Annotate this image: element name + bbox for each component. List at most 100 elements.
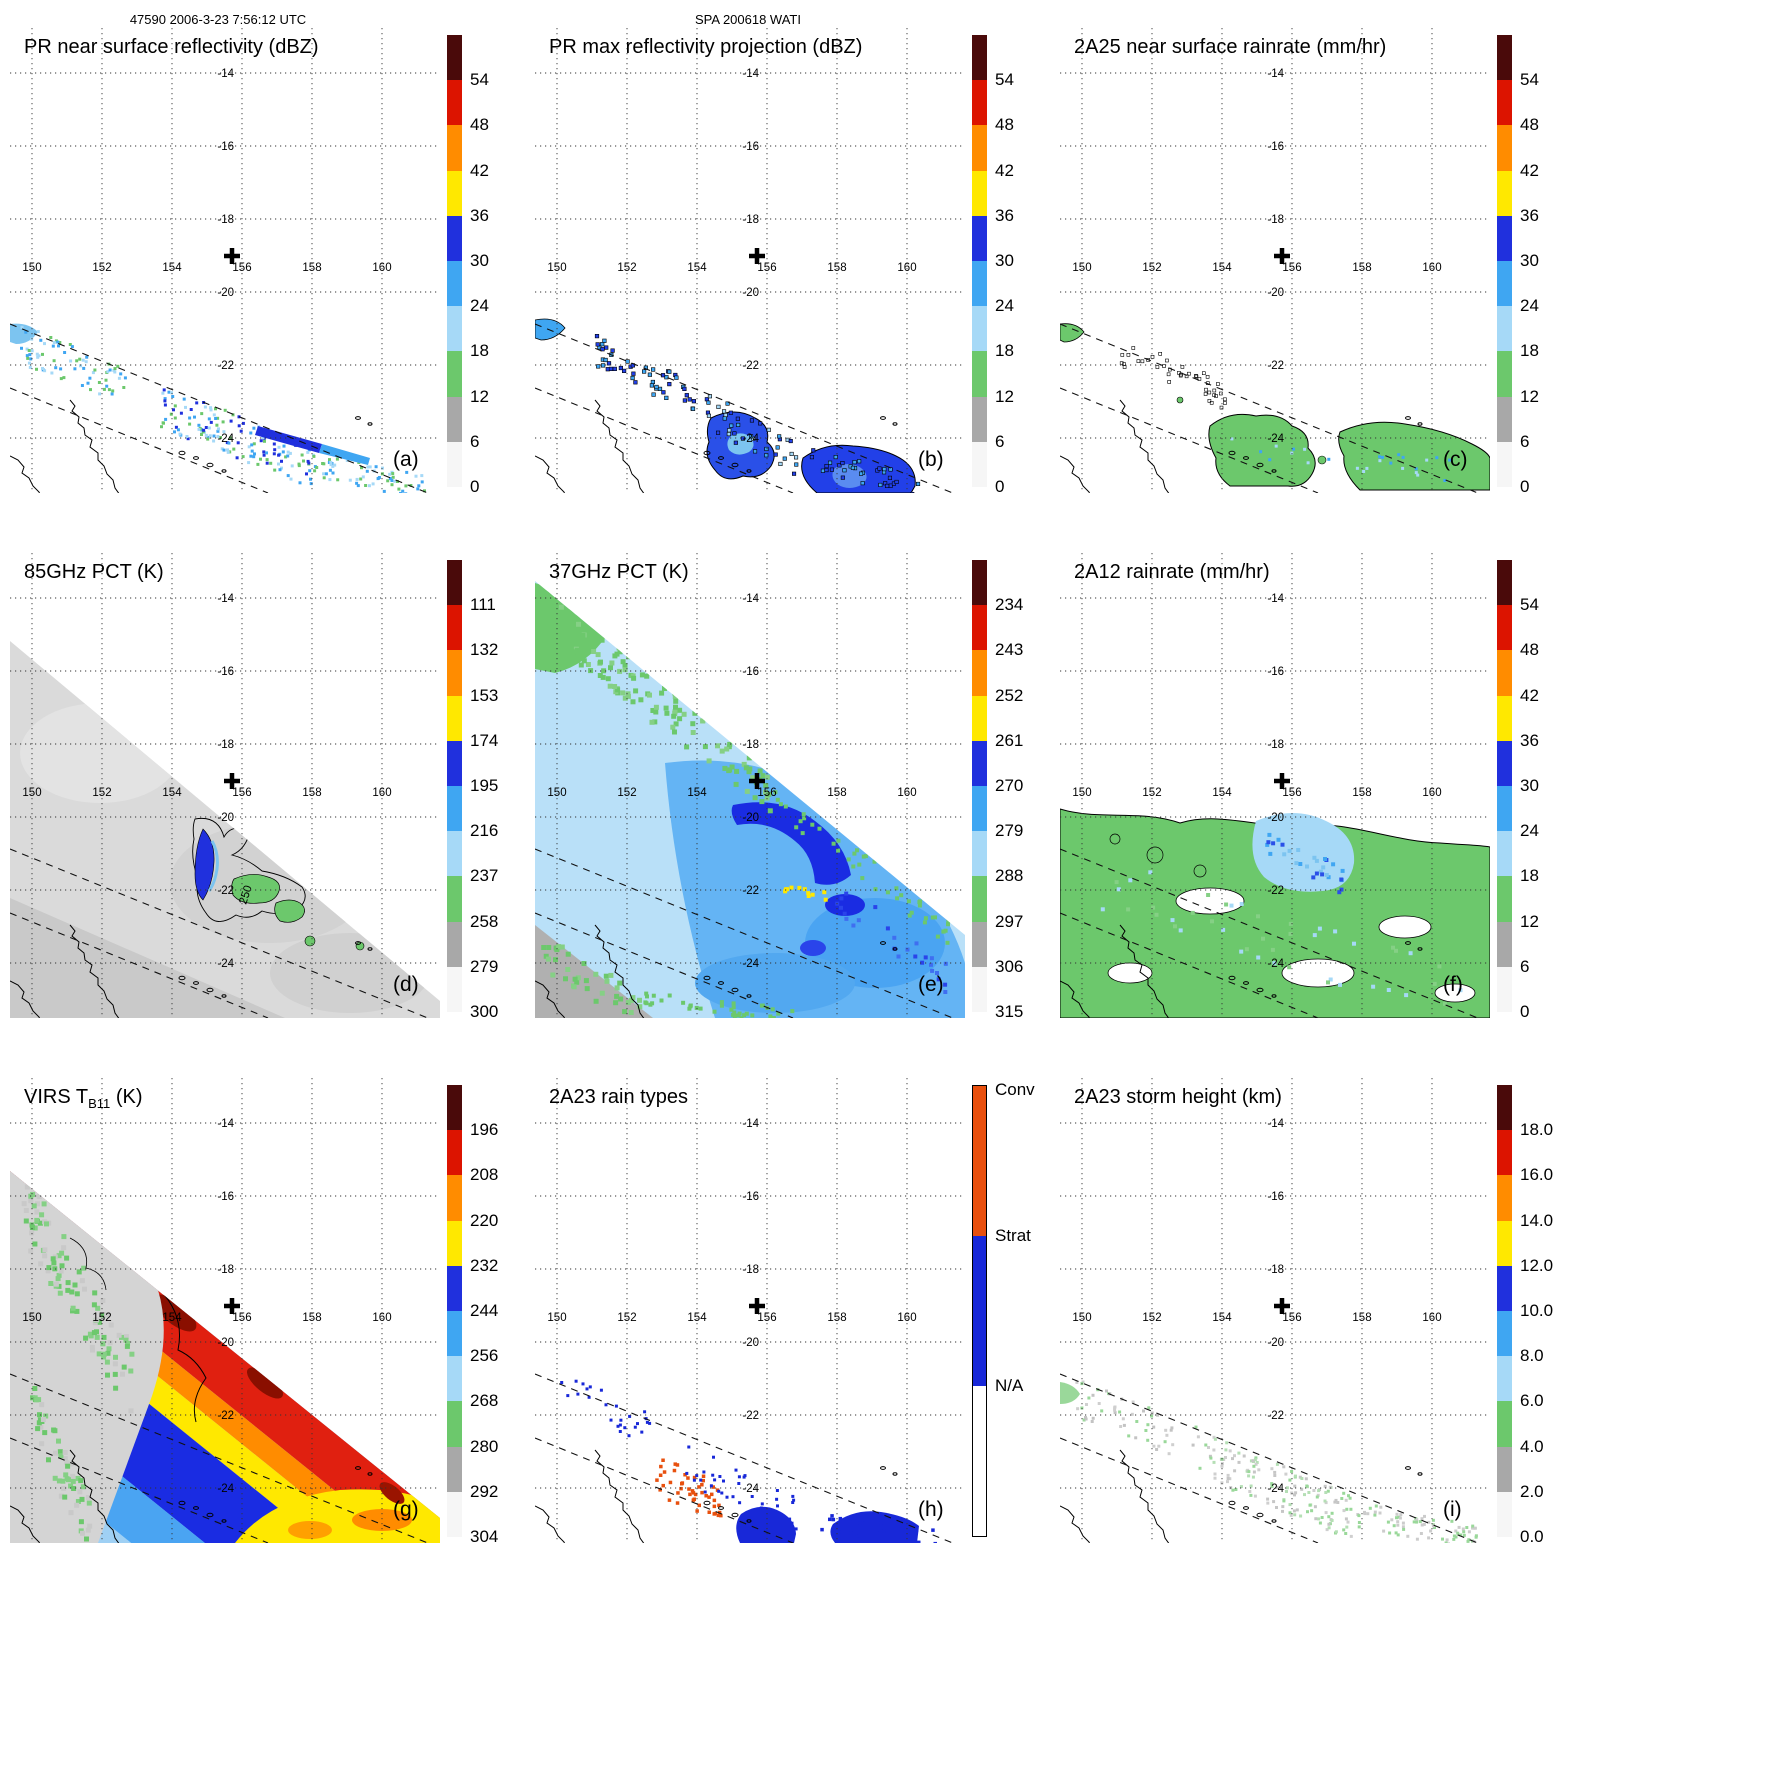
colorbar-scale [972, 35, 987, 487]
panel-f: 2A12 rainrate (mm/hr) (f) 54 48 42 36 30 24 18… [1060, 553, 1585, 1025]
colorbar-tick: 48 [1520, 640, 1539, 660]
colorbar-tick: 6 [1520, 956, 1530, 976]
map-panel-i [1060, 1078, 1490, 1543]
colorbar-tick: 12.0 [1520, 1255, 1554, 1275]
colorbar-tick: 36 [995, 205, 1014, 225]
colorbar-tick: 306 [995, 956, 1024, 976]
colorbar-tick: 279 [995, 821, 1024, 841]
colorbar-tick: 12 [470, 386, 489, 406]
colorbar-tick: N/A [995, 1376, 1024, 1396]
colorbar: Conv Strat N/A [972, 1080, 1058, 1537]
colorbar-tick: 300 [470, 1002, 499, 1021]
colorbar-tick: 243 [995, 640, 1024, 660]
panel-h: 2A23 rain types (h) Conv Strat N/A [535, 1078, 1060, 1550]
colorbar: 196 208 220 232 244 256 268 280 292 304 [447, 1085, 533, 1546]
panel-title: PR near surface reflectivity (dBZ) [24, 36, 319, 58]
colorbar-scale [1497, 35, 1512, 487]
map-panel-f [1060, 553, 1490, 1018]
colorbar-tick: 304 [470, 1527, 499, 1546]
colorbar-tick: 42 [470, 160, 489, 180]
colorbar-tick: 196 [470, 1120, 499, 1140]
colorbar-tick: 30 [1520, 251, 1539, 270]
colorbar-scale [1497, 560, 1512, 1012]
map-panel-c [1060, 28, 1490, 493]
colorbar: 111 132 153 174 195 216 237 258 279 300 [447, 560, 533, 1021]
pct85-data-layer: 250 [10, 641, 440, 1018]
colorbar-tick: 174 [470, 730, 499, 750]
colorbar-tick: 24 [995, 296, 1014, 316]
map-panel-e [535, 553, 965, 1018]
colorbar-tick: 18 [1520, 866, 1539, 886]
panel-title-subscript: B11 [88, 1096, 111, 1111]
colorbar-tick: 132 [470, 640, 499, 660]
colorbar-scale [447, 1085, 462, 1537]
panel-letter: (a) [393, 448, 419, 471]
colorbar-tick: 16.0 [1520, 1165, 1554, 1185]
colorbar-scale [972, 1085, 987, 1537]
panel-title: 2A12 rainrate (mm/hr) [1074, 561, 1270, 583]
colorbar-tick: 10.0 [1520, 1301, 1554, 1320]
colorbar-tick: 30 [995, 251, 1014, 270]
colorbar-tick: 36 [1520, 205, 1539, 225]
colorbar-tick: 42 [1520, 685, 1539, 705]
colorbar-ticks: 18.0 16.0 14.0 12.0 10.0 8.0 6.0 4.0 2.0 0.0 [1520, 1085, 1582, 1546]
rainrate-2a12-data-layer [1060, 808, 1490, 1018]
colorbar: 54 48 42 36 30 24 18 12 6 0 [972, 35, 1058, 496]
colorbar-tick: Conv [995, 1079, 1035, 1099]
colorbar-tick: 12 [1520, 911, 1539, 931]
colorbar-tick: 292 [470, 1481, 499, 1501]
colorbar-tick: 54 [1520, 70, 1539, 90]
colorbar-tick: 14.0 [1520, 1210, 1554, 1230]
colorbar-tick: 244 [470, 1301, 499, 1320]
contour-label: 250 [237, 884, 254, 906]
colorbar-tick: 0 [470, 477, 480, 496]
header-timestamp: 47590 2006-3-23 7:56:12 UTC [129, 12, 307, 27]
header-product-label: SPA 200618 WATI [695, 12, 801, 27]
colorbar-tick: 237 [470, 866, 499, 886]
colorbar-tick: 315 [995, 1002, 1024, 1021]
panel-b: PR max reflectivity projection (dBZ) (b)… [535, 28, 1060, 500]
panel-title: VIRS TB11 (K) [24, 1086, 142, 1111]
panel-title: 2A23 rain types [549, 1086, 688, 1108]
raintype-data-layer [560, 1379, 937, 1543]
map-panel-a [10, 28, 440, 493]
colorbar-tick: 280 [470, 1436, 499, 1456]
colorbar-tick: 208 [470, 1165, 499, 1185]
colorbar-tick: 30 [470, 251, 489, 270]
colorbar-ticks: 111 132 153 174 195 216 237 258 279 300 [470, 560, 532, 1021]
colorbar-tick: 8.0 [1520, 1346, 1544, 1366]
panel-a: PR near surface reflectivity (dBZ) (a) 5… [10, 28, 535, 500]
colorbar-tick: 0 [995, 477, 1005, 496]
panel-e: 37GHz PCT (K) (e) 234 243 252 261 270 279 288 2… [535, 553, 1060, 1025]
colorbar-tick: 2.0 [1520, 1481, 1544, 1501]
colorbar-tick: 36 [1520, 730, 1539, 750]
colorbar-tick: 258 [470, 911, 499, 931]
colorbar-tick: 24 [1520, 296, 1539, 316]
colorbar-tick: 48 [470, 115, 489, 135]
pr-max-reflectivity-data-layer [535, 318, 921, 493]
colorbar-tick: 18 [1520, 341, 1539, 361]
colorbar-scale [447, 560, 462, 1012]
panel-g: VIRS TB11 (K) (g) 196 208 220 232 244 256 268 2… [10, 1078, 535, 1550]
colorbar-tick: 220 [470, 1210, 499, 1230]
colorbar-ticks: Conv Strat N/A [995, 1080, 1057, 1537]
colorbar-ticks: 196 208 220 232 244 256 268 280 292 304 [470, 1085, 532, 1546]
colorbar-tick: 48 [995, 115, 1014, 135]
colorbar-ticks: 54 48 42 36 30 24 18 12 6 0 [470, 35, 532, 496]
colorbar-tick: Strat [995, 1225, 1031, 1245]
colorbar-tick: 268 [470, 1391, 499, 1411]
panel-letter: (b) [918, 448, 944, 471]
colorbar-tick: 232 [470, 1255, 499, 1275]
colorbar: 54 48 42 36 30 24 18 12 6 0 [1497, 560, 1583, 1021]
panel-title: PR max reflectivity projection (dBZ) [549, 36, 863, 58]
colorbar-tick: 42 [1520, 160, 1539, 180]
colorbar-tick: 6 [470, 431, 480, 451]
colorbar-tick: 288 [995, 866, 1024, 886]
colorbar-tick: 24 [470, 296, 489, 316]
colorbar-tick: 0.0 [1520, 1527, 1544, 1546]
panel-title: 37GHz PCT (K) [549, 561, 689, 583]
panel-title: 85GHz PCT (K) [24, 561, 164, 583]
panel-letter: (e) [918, 973, 944, 996]
colorbar-tick: 18 [470, 341, 489, 361]
colorbar-tick: 30 [1520, 776, 1539, 795]
